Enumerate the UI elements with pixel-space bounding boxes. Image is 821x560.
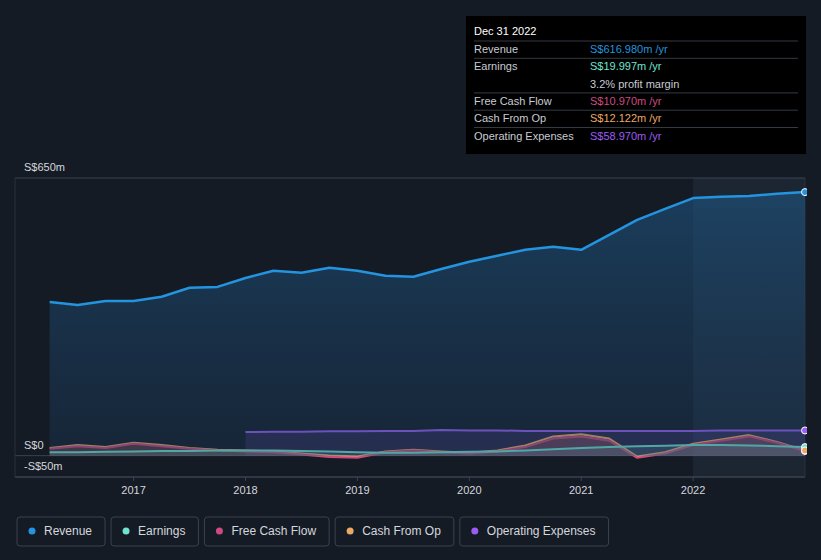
tooltip-separator bbox=[474, 92, 798, 93]
x-tick-label: 2017 bbox=[121, 484, 145, 496]
legend-dot bbox=[216, 528, 223, 535]
legend-box bbox=[460, 517, 609, 546]
x-tick bbox=[581, 477, 582, 481]
x-tick-label: 2020 bbox=[457, 484, 481, 496]
x-tick-label: 2022 bbox=[681, 484, 705, 496]
grid-line bbox=[15, 178, 805, 179]
x-tick bbox=[693, 477, 694, 481]
legend-label: Operating Expenses bbox=[487, 524, 596, 538]
tooltip-label: Revenue bbox=[474, 43, 518, 55]
legend-box bbox=[335, 517, 454, 546]
legend-item: Operating Expenses bbox=[460, 517, 609, 546]
legend-label: Earnings bbox=[138, 524, 185, 538]
tooltip-value: S$10.970m /yr bbox=[590, 95, 662, 107]
legend-dot bbox=[29, 528, 36, 535]
legend-item: Revenue bbox=[17, 517, 105, 546]
legend-box bbox=[111, 517, 198, 546]
tooltip-date: Dec 31 2022 bbox=[474, 25, 536, 37]
legend-item: Free Cash Flow bbox=[204, 517, 329, 546]
legend-dot bbox=[347, 528, 354, 535]
legend-dot bbox=[471, 528, 478, 535]
legend-box bbox=[17, 517, 105, 546]
tooltip: Dec 31 2022 Revenue S$616.980m /yr Earnings… bbox=[466, 16, 806, 154]
legend-label: Cash From Op bbox=[362, 524, 441, 538]
legend-label: Revenue bbox=[44, 524, 92, 538]
y-tick-label: S$0 bbox=[24, 439, 44, 451]
x-tick bbox=[133, 477, 134, 481]
x-tick bbox=[469, 477, 470, 481]
end-point bbox=[802, 427, 808, 434]
axis-line bbox=[15, 178, 16, 477]
end-point bbox=[802, 189, 808, 196]
tooltip-label: Operating Expenses bbox=[474, 130, 574, 142]
legend-item: Earnings bbox=[111, 517, 198, 546]
tooltip-separator bbox=[474, 41, 798, 42]
tooltip-margin: 3.2% profit margin bbox=[590, 78, 679, 90]
end-point bbox=[802, 447, 808, 454]
legend-box bbox=[204, 517, 329, 546]
tooltip-value: S$19.997m /yr bbox=[590, 60, 662, 72]
legend-item: Cash From Op bbox=[335, 517, 454, 546]
tooltip-label: Cash From Op bbox=[474, 112, 546, 124]
tooltip-separator bbox=[474, 110, 798, 111]
plot-area bbox=[50, 189, 807, 458]
tooltip-value: S$58.970m /yr bbox=[590, 130, 662, 142]
tooltip-label: Free Cash Flow bbox=[474, 95, 552, 107]
tooltip-value: S$12.122m /yr bbox=[590, 112, 662, 124]
tooltip-label: Earnings bbox=[474, 60, 518, 72]
x-tick bbox=[245, 477, 246, 481]
end-point bbox=[802, 447, 808, 454]
tooltip-separator bbox=[474, 127, 798, 128]
legend-label: Free Cash Flow bbox=[231, 524, 316, 538]
y-tick-label: S$650m bbox=[24, 161, 65, 173]
tooltip-separator bbox=[474, 58, 798, 59]
series-area bbox=[50, 192, 805, 456]
tooltip-bg bbox=[466, 16, 806, 154]
x-tick-label: 2019 bbox=[345, 484, 369, 496]
tooltip-value: S$616.980m /yr bbox=[590, 43, 668, 55]
x-tick bbox=[357, 477, 358, 481]
x-tick-label: 2018 bbox=[233, 484, 257, 496]
x-tick-label: 2021 bbox=[569, 484, 593, 496]
chart: -S$50m S$0 S$650m 2017 2018 2019 2020 2021 2022 D… bbox=[0, 0, 821, 560]
y-tick-label: -S$50m bbox=[24, 460, 63, 472]
legend-dot bbox=[123, 528, 130, 535]
series-line bbox=[50, 192, 805, 305]
